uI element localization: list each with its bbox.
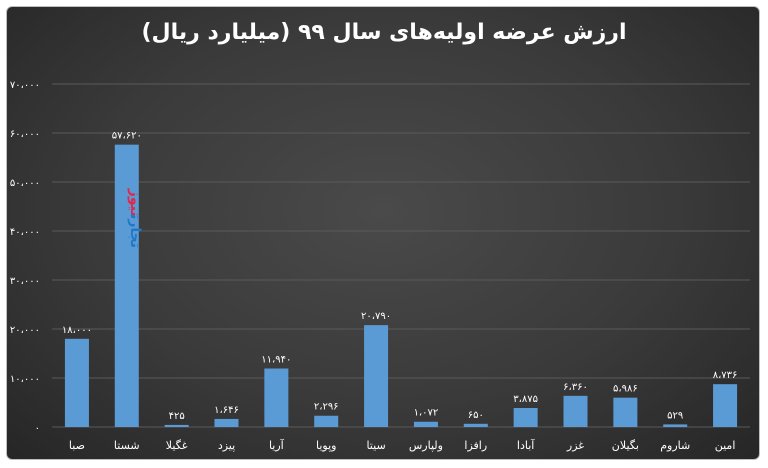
bar	[114, 144, 139, 428]
bar	[463, 423, 488, 427]
bar	[264, 368, 289, 427]
data-label: ۱۱،۹۴۰	[261, 354, 291, 365]
x-category-label: غگیلا	[166, 439, 188, 452]
bar	[613, 397, 638, 427]
data-label: ۳،۸۷۵	[513, 394, 538, 405]
chart-title: ارزش عرضه اولیه‌های سال ۹۹ (میلیارد ریال…	[141, 20, 627, 45]
x-category-label: شستا	[114, 439, 140, 452]
y-tick-label: ۲۰،۰۰۰	[10, 325, 40, 336]
bar	[64, 338, 89, 427]
data-label: ۲،۲۹۶	[314, 402, 339, 413]
watermark-text: تجارتنیوز	[127, 188, 143, 248]
y-tick-label: ۰	[35, 423, 40, 434]
watermark-part2: نیوز	[127, 188, 143, 218]
bar	[513, 408, 538, 427]
bar	[214, 418, 239, 427]
bar	[663, 424, 688, 427]
bar	[713, 384, 738, 427]
data-label: ۵۷،۶۲۰	[112, 131, 142, 142]
x-category-label: سیتا	[366, 439, 385, 452]
data-label: ۴۲۵	[169, 411, 185, 422]
bar	[563, 395, 588, 427]
x-category-label: بگیلان	[612, 439, 639, 452]
y-tick-label: ۷۰،۰۰۰	[10, 80, 40, 91]
data-label: ۱۸،۰۰۰	[62, 325, 92, 336]
y-tick-label: ۵۰،۰۰۰	[10, 178, 40, 189]
x-category-label: امین	[715, 439, 736, 452]
y-tick-label: ۶۰،۰۰۰	[10, 129, 40, 140]
bar	[364, 325, 389, 427]
data-label: ۵۲۹	[667, 410, 683, 421]
x-category-label: شاروم	[660, 439, 690, 452]
x-category-label: آریا	[269, 438, 285, 452]
watermark-part1: تجارت	[127, 213, 143, 248]
x-category-label: آبادا	[517, 438, 535, 452]
data-label: ۶۵۰	[468, 410, 484, 421]
data-label: ۶،۳۶۰	[563, 382, 588, 393]
bar	[164, 424, 189, 427]
bar	[314, 415, 339, 427]
x-category-label: ولپارس	[409, 439, 443, 452]
x-category-label: غزر	[566, 439, 584, 452]
x-category-label: صبا	[69, 439, 85, 452]
data-label: ۵،۹۸۶	[613, 384, 638, 395]
y-tick-label: ۳۰،۰۰۰	[10, 276, 40, 287]
x-category-label: پیزد	[218, 439, 235, 452]
x-category-label: رافزا	[464, 439, 487, 452]
bar	[413, 421, 438, 427]
data-label: ۱،۰۷۲	[414, 408, 439, 419]
y-tick-label: ۱۰،۰۰۰	[10, 374, 40, 385]
data-label: ۸،۷۳۶	[713, 370, 738, 381]
y-tick-label: ۴۰،۰۰۰	[10, 227, 40, 238]
data-label: ۱،۶۴۶	[214, 405, 239, 416]
data-label: ۲۰،۷۹۰	[361, 311, 391, 322]
x-category-label: وپویا	[316, 439, 336, 452]
